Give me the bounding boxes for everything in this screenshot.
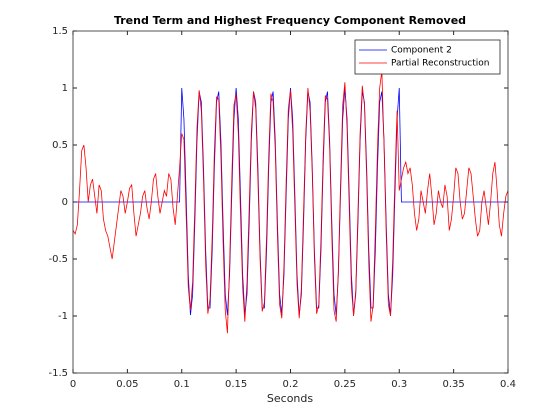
x-tick-label: 0.4 [500,379,516,390]
legend-box [354,39,501,75]
y-tick-label: 0.5 [52,140,68,151]
y-tick-label: -1.5 [48,368,68,379]
y-tick-label: 0 [62,197,68,208]
y-tick-label: -1 [58,311,68,322]
y-tick-label: 1.5 [52,26,68,37]
y-tick-label: -0.5 [48,254,68,265]
chart-title: Trend Term and Highest Frequency Compone… [114,14,466,27]
x-tick-label: 0.2 [283,379,299,390]
series-line [72,70,509,334]
x-tick-label: 0.15 [225,379,247,390]
x-tick-label: 0.05 [116,379,138,390]
x-tick-label: 0.25 [334,379,356,390]
x-tick-label: 0.1 [174,379,190,390]
legend-label: Component 2 [391,46,452,56]
series-line [73,87,508,316]
x-tick-label: 0 [70,379,76,390]
y-tick-label: 1 [62,83,68,94]
legend-label: Partial Reconstruction [391,59,490,69]
x-tick-label: 0.35 [442,379,464,390]
x-axis-label: Seconds [267,392,313,405]
axes-box [72,30,509,374]
x-tick-label: 0.3 [391,379,407,390]
